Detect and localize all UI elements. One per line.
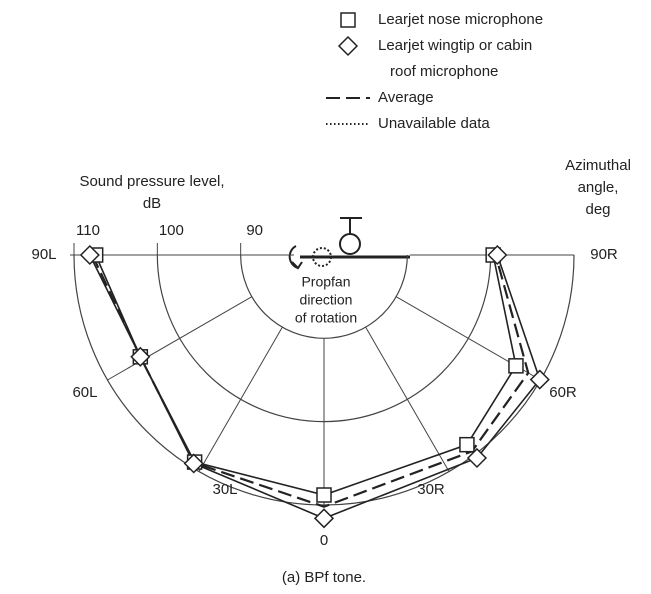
theta-tick-label: 60R xyxy=(549,384,577,401)
marker-diamond xyxy=(466,447,488,469)
spoke xyxy=(107,296,253,381)
theta-tick-label: 90R xyxy=(590,246,618,263)
annotation: Propfan xyxy=(301,274,350,290)
annotation: of rotation xyxy=(295,310,357,326)
legend-label: roof microphone xyxy=(390,63,498,80)
airplane-icon xyxy=(288,217,410,270)
legend-label: Learjet wingtip or cabin xyxy=(378,37,532,54)
theta-axis-label: deg xyxy=(585,201,610,218)
marker-square xyxy=(459,436,475,453)
r-axis-label: Sound pressure level, xyxy=(79,173,224,190)
theta-tick-label: 90L xyxy=(31,246,56,263)
theta-axis-label: Azimuthal xyxy=(565,157,631,174)
marker-diamond xyxy=(313,508,335,529)
legend-label: Average xyxy=(378,89,434,106)
theta-tick-label: 30R xyxy=(417,481,445,498)
theta-tick-label: 30L xyxy=(212,481,237,498)
r-axis-label: dB xyxy=(143,195,161,212)
marker-square xyxy=(316,487,332,503)
legend-label: Unavailable data xyxy=(378,115,490,132)
annotation: direction xyxy=(300,292,353,308)
spoke xyxy=(365,326,450,472)
theta-tick-label: 60L xyxy=(72,384,97,401)
r-tick-label: 90 xyxy=(246,222,263,239)
marker-square xyxy=(508,358,524,374)
legend-label: Learjet nose microphone xyxy=(378,11,543,28)
marker-diamond xyxy=(130,346,151,367)
grid-arc xyxy=(240,254,408,339)
marker-square xyxy=(340,12,356,28)
marker-diamond xyxy=(487,244,508,266)
marker-diamond xyxy=(337,35,359,57)
r-tick-label: 100 xyxy=(159,222,184,239)
r-tick-label: 110 xyxy=(76,222,100,239)
theta-tick-label: 0 xyxy=(320,532,328,549)
marker-diamond xyxy=(183,453,204,474)
caption: (a) BPf tone. xyxy=(282,569,366,586)
theta-axis-label: angle, xyxy=(578,179,619,196)
marker-diamond xyxy=(529,369,550,390)
marker-diamond xyxy=(79,244,100,266)
spoke xyxy=(198,326,283,472)
